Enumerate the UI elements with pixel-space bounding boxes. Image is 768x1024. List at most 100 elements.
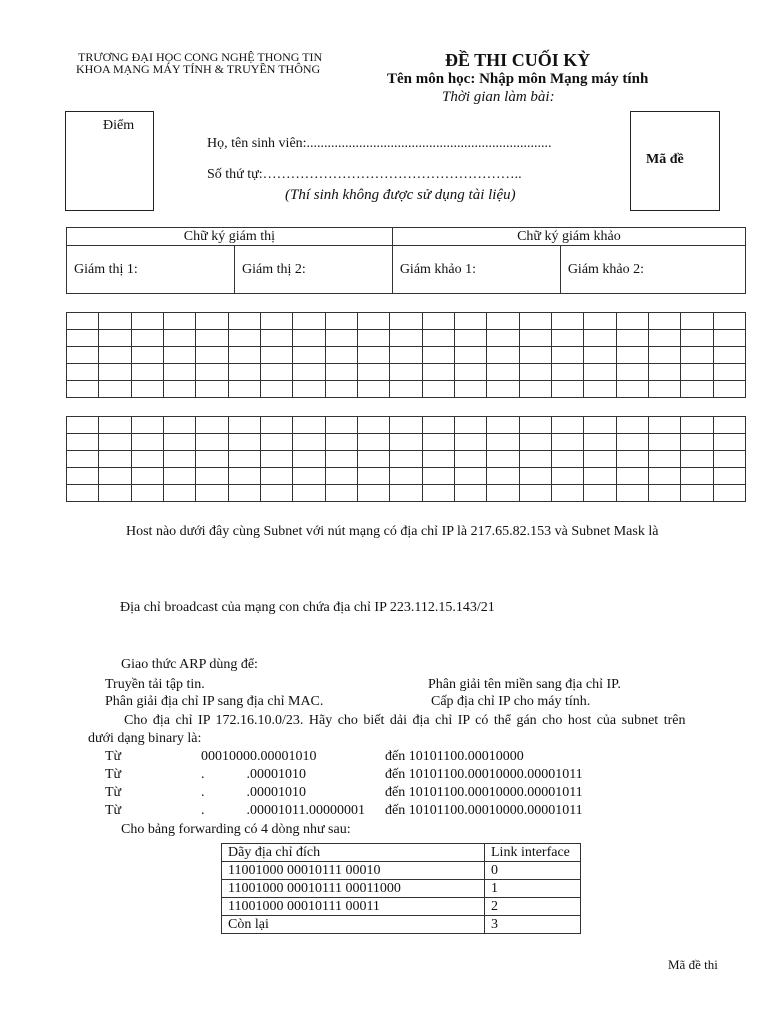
university-name: TRƯƠNG ĐẠI HỌC CONG NGHỆ THONG TIN — [78, 50, 323, 64]
grid-cell — [712, 416, 747, 434]
grid-cell — [518, 346, 552, 364]
grid-cell — [356, 467, 391, 485]
grid-cell — [680, 450, 714, 468]
grid-cell — [486, 467, 520, 485]
grid-cell — [324, 363, 358, 381]
grid-cell — [324, 484, 358, 502]
grid-cell — [65, 329, 100, 347]
question-4-cont: dưới dạng binary là: — [88, 731, 202, 746]
grid-cell — [550, 312, 585, 330]
question-1: Host nào dưới đây cùng Subnet với nút mạ… — [126, 524, 659, 539]
grid-cell — [356, 312, 391, 330]
subject: Tên môn học: Nhập môn Mạng máy tính — [387, 71, 649, 87]
exam-time: Thời gian làm bài: — [442, 89, 555, 105]
grid-cell — [195, 433, 229, 451]
grid-cell — [162, 329, 197, 347]
grid-cell — [518, 450, 552, 468]
grid-cell — [389, 450, 423, 468]
grid-cell — [356, 450, 391, 468]
grid-cell — [195, 329, 229, 347]
grid-cell — [324, 329, 358, 347]
grid-cell — [292, 329, 326, 347]
grid-cell — [130, 363, 164, 381]
grid-cell — [583, 312, 617, 330]
grid-cell — [195, 312, 229, 330]
grid-cell — [259, 363, 294, 381]
grid-cell — [712, 433, 747, 451]
grid-cell — [712, 346, 747, 364]
grid-cell — [65, 416, 100, 434]
grid-cell — [292, 450, 326, 468]
grid-cell — [324, 433, 358, 451]
grid-cell — [647, 329, 682, 347]
grid-cell — [421, 433, 455, 451]
grid-cell — [324, 450, 358, 468]
grid-cell — [292, 467, 326, 485]
grid-cell — [518, 484, 552, 502]
grid-cell — [583, 484, 617, 502]
grid-cell — [550, 467, 585, 485]
grid-cell — [518, 467, 552, 485]
grid-cell — [518, 312, 552, 330]
fw-dest-cell: Còn lại — [221, 915, 485, 934]
grid-cell — [227, 329, 261, 347]
exam-code-box — [630, 111, 720, 211]
grid-cell — [324, 312, 358, 330]
grid-cell — [486, 380, 520, 398]
grid-cell — [356, 416, 391, 434]
grid-cell — [583, 467, 617, 485]
q4-to-addr: đến 10101100.00010000.00001011 — [385, 785, 583, 800]
grid-cell — [130, 346, 164, 364]
proctor-1: Giám thị 1: — [66, 245, 235, 294]
proctor-header: Chữ ký giám thị — [66, 227, 393, 246]
grid-cell — [453, 416, 488, 434]
no-materials-note: (Thí sinh không được sử dụng tài liệu) — [285, 187, 516, 203]
grid-cell — [162, 363, 197, 381]
grid-cell — [259, 433, 294, 451]
grid-cell — [356, 380, 391, 398]
grid-cell — [389, 380, 423, 398]
grid-cell — [550, 363, 585, 381]
grid-cell — [356, 329, 391, 347]
grid-cell — [421, 380, 455, 398]
grid-cell — [227, 450, 261, 468]
grid-cell — [680, 312, 714, 330]
grid-cell — [324, 380, 358, 398]
grid-cell — [227, 467, 261, 485]
grid-cell — [550, 433, 585, 451]
grid-cell — [453, 363, 488, 381]
grid-cell — [647, 416, 682, 434]
question-4: Cho địa chỉ IP 172.16.10.0/23. Hãy cho b… — [124, 713, 686, 728]
grid-cell — [65, 312, 100, 330]
grid-cell — [98, 467, 132, 485]
student-name-field: Họ, tên sinh viên:......................… — [207, 136, 552, 151]
q3-option-c: Phân giải địa chỉ IP sang địa chỉ MAC. — [105, 694, 324, 709]
grid-cell — [65, 433, 100, 451]
grid-cell — [259, 380, 294, 398]
q4-from: Từ — [105, 749, 122, 764]
exam-code-footer: Mã đề thi — [668, 957, 718, 972]
fw-dest-cell: 11001000 00010111 00011 — [221, 897, 485, 916]
grid-cell — [453, 433, 488, 451]
grid-cell — [712, 450, 747, 468]
grid-cell — [324, 416, 358, 434]
signature-table: Chữ ký giám thị Chữ ký giám khảo Giám thị… — [66, 227, 747, 294]
grid-cell — [421, 346, 455, 364]
grid-cell — [615, 363, 649, 381]
grid-cell — [292, 346, 326, 364]
grid-cell — [518, 329, 552, 347]
grid-cell — [162, 433, 197, 451]
grid-cell — [98, 450, 132, 468]
grid-cell — [486, 416, 520, 434]
grid-cell — [615, 467, 649, 485]
grid-cell — [292, 433, 326, 451]
grid-cell — [550, 484, 585, 502]
grid-cell — [583, 450, 617, 468]
grid-cell — [227, 416, 261, 434]
grid-cell — [259, 450, 294, 468]
grid-cell — [453, 467, 488, 485]
grid-cell — [518, 363, 552, 381]
grid-cell — [130, 467, 164, 485]
fw-link-cell: 2 — [484, 897, 581, 916]
grid-cell — [162, 467, 197, 485]
